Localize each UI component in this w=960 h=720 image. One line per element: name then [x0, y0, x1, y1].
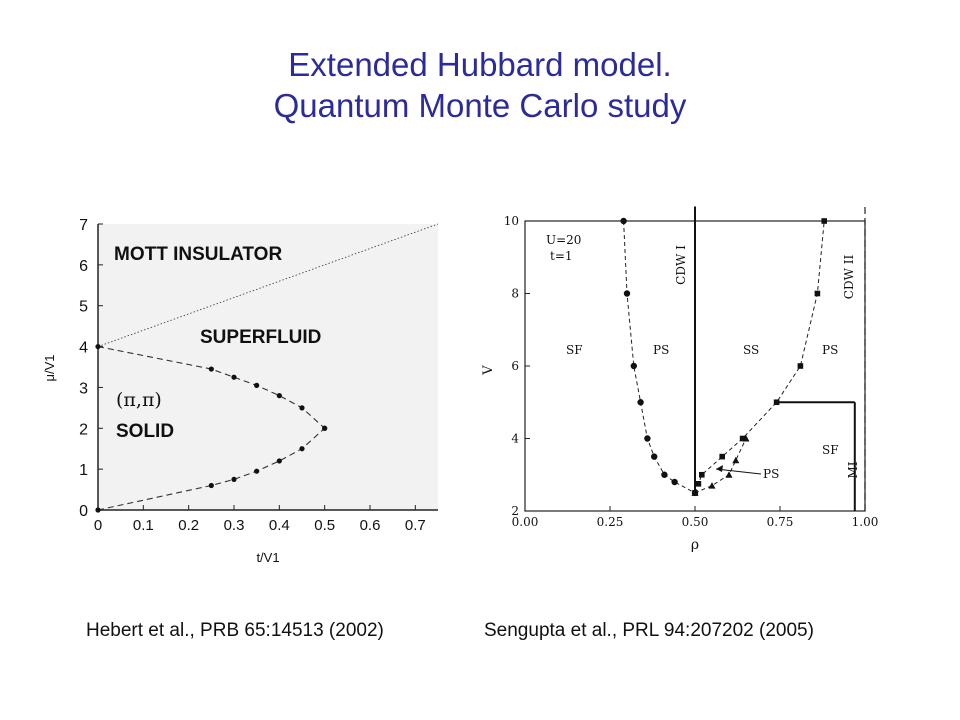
y-tick-label: 5	[79, 299, 88, 316]
series-group	[95, 223, 439, 513]
series-point	[322, 425, 328, 431]
annotation-ps-bottom: PS	[763, 467, 779, 481]
series-point-square	[699, 471, 705, 478]
x-tick-label: 0	[94, 517, 102, 534]
series-point-circle	[623, 290, 631, 297]
y-tick-label: 4	[79, 340, 88, 357]
x-tick-label: 0.25	[597, 515, 624, 529]
x-axis-label: t/V1	[256, 550, 279, 565]
series-point-circle	[661, 471, 668, 478]
x-tick-label: 0.3	[224, 517, 245, 534]
series-point-square	[695, 481, 702, 487]
annotation-ps-left: PS	[653, 343, 669, 357]
y-axis-label: V	[481, 365, 496, 376]
series-point-triangle	[725, 471, 733, 478]
x-tick-label: 0.75	[767, 515, 794, 529]
y-tick-label: 3	[79, 380, 88, 397]
x-tick-label: 0.5	[314, 517, 335, 534]
x-tick-label: 0.50	[682, 515, 709, 529]
annotation-ps-right: PS	[822, 343, 838, 357]
series-point	[254, 468, 260, 474]
series-point-square	[821, 218, 827, 224]
y-tick-label: 4	[511, 432, 519, 446]
y-tick-label: 2	[511, 504, 519, 518]
x-tick-label: 1.00	[852, 515, 879, 529]
annotation-solid: SOLID	[116, 421, 174, 442]
series-point	[95, 507, 101, 513]
annotation-sf-right: SF	[822, 443, 839, 457]
series-point	[208, 366, 214, 372]
series-point-circle	[644, 435, 651, 442]
series-point-triangle	[742, 435, 750, 442]
series-point	[208, 482, 214, 489]
annotation-mi: MI	[846, 461, 860, 478]
series-point-circle	[620, 217, 627, 225]
series-point	[299, 446, 305, 452]
series-point-square	[773, 399, 780, 406]
series-point-square	[814, 290, 821, 297]
title-line-2: Quantum Monte Carlo study	[273, 87, 687, 124]
series-point-circle	[630, 362, 637, 370]
x-tick-label: 0.7	[405, 517, 426, 534]
x-axis-label: ρ	[691, 537, 699, 553]
phase-diagram-right-svg: 0.00 0.25 0.50 0.75 1.00 2 4 6 8 10 U=20 t=1 SF P…	[481, 206, 879, 553]
series-point-triangle	[732, 456, 740, 464]
series-line	[97, 223, 439, 347]
x-tick-label: 0.00	[512, 515, 539, 529]
series-point	[276, 458, 282, 464]
annotation-cdw2: CDW II	[842, 255, 856, 300]
series-point	[231, 476, 237, 482]
annotation-sf-left: SF	[566, 343, 583, 357]
phase-diagram-left-svg: 0 0.1 0.2 0.3 0.4 0.5 0.6 0.7 0 1 2 3 4 5 6 7 MOTT INSU…	[42, 217, 439, 565]
citation-right: Sengupta et al., PRL 94:207202 (2005)	[484, 620, 814, 641]
annotation-mott-insulator: MOTT INSULATOR	[114, 244, 282, 265]
y-tick-label: 6	[79, 258, 88, 275]
series-group	[620, 217, 827, 497]
series-point-circle	[671, 478, 678, 486]
annotation-pi-pi: (π,π)	[116, 389, 162, 411]
annotation-t1: t=1	[550, 249, 573, 263]
phase-diagram-right: 0.00 0.25 0.50 0.75 1.00 2 4 6 8 10 U=20 t=1 SF P…	[470, 205, 900, 565]
annotation-superfluid: SUPERFLUID	[200, 327, 321, 348]
series-point	[254, 382, 260, 388]
series-point-triangle	[708, 482, 716, 489]
slide-title: Extended Hubbard model. Quantum Monte Ca…	[0, 44, 960, 126]
y-tick-label: 10	[504, 214, 519, 228]
series-line	[694, 220, 825, 494]
series-point-square	[739, 435, 746, 442]
phase-lines	[694, 206, 866, 511]
ps-arrow-line	[715, 468, 762, 475]
annotation-ss: SS	[743, 343, 759, 357]
x-tick-label: 0.4	[269, 517, 290, 534]
y-tick-label: 8	[511, 287, 519, 301]
y-tick-label: 6	[511, 359, 519, 373]
plot-background	[98, 224, 438, 510]
series-line	[694, 438, 747, 494]
y-tick-label: 0	[79, 503, 88, 520]
phase-diagram-left: 0 0.1 0.2 0.3 0.4 0.5 0.6 0.7 0 1 2 3 4 5 6 7 MOTT INSU…	[40, 200, 450, 580]
x-tick-label: 0.6	[360, 517, 381, 534]
series-point-triangle	[691, 489, 699, 496]
axis-ticks: 0.00 0.25 0.50 0.75 1.00 2 4 6 8 10	[504, 214, 879, 529]
series-point-square	[797, 363, 804, 369]
series-point	[231, 374, 237, 380]
annotation-u20: U=20	[546, 233, 581, 247]
y-axis-label: μ/V1	[42, 354, 57, 381]
y-tick-label: 2	[79, 421, 88, 438]
title-line-1: Extended Hubbard model.	[288, 46, 672, 83]
x-tick-label: 0.1	[133, 517, 154, 534]
y-tick-label: 7	[79, 217, 88, 234]
axis-ticks: 0 0.1 0.2 0.3 0.4 0.5 0.6 0.7 0 1 2 3 4 5 6 7	[79, 217, 426, 534]
series-point	[299, 405, 305, 411]
ps-arrowhead	[716, 465, 723, 472]
series-point	[95, 343, 101, 350]
series-point-circle	[651, 453, 658, 460]
y-tick-label: 1	[79, 462, 88, 479]
series-point-square	[719, 453, 725, 460]
series-point	[276, 393, 282, 399]
series-point-circle	[637, 399, 644, 406]
annotation-cdw1: CDW I	[674, 245, 688, 285]
x-tick-label: 0.2	[178, 517, 199, 534]
citation-left: Hebert et al., PRB 65:14513 (2002)	[86, 620, 384, 641]
